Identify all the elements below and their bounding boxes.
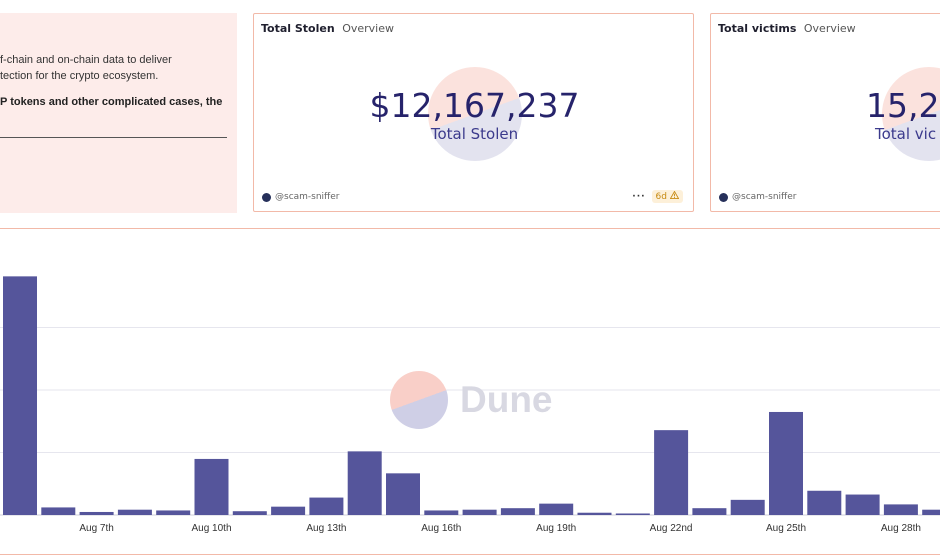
bar-aug-24th[interactable] (730, 499, 765, 515)
dune-logo-blob (428, 67, 522, 161)
card-header: Total Stolen Overview (261, 22, 394, 35)
bar-aug-27th[interactable] (845, 494, 880, 515)
bar-aug-10th[interactable] (194, 458, 229, 515)
bar-aug-8th[interactable] (117, 509, 152, 515)
bar-aug-5th[interactable] (3, 276, 37, 515)
counter-label: Total vic (875, 125, 937, 143)
bar-aug-11th[interactable] (232, 511, 267, 515)
description-line-bold: P tokens and other complicated cases, th… (0, 96, 223, 108)
dune-watermark: Dune (390, 371, 553, 429)
stale-badge[interactable]: 6d (651, 190, 683, 203)
chart-canvas: Aug 7th Aug 10th Aug 13th Aug 16th Aug 19th A… (0, 276, 940, 534)
bar-aug-19th[interactable] (539, 503, 574, 515)
divider (0, 137, 227, 138)
total-stolen-card: Total Stolen Overview $12,167,237 Total … (253, 13, 694, 212)
x-tick-label: Aug 19th (536, 523, 576, 534)
card-actions: ··· 6d (632, 190, 683, 203)
bar-aug-26th[interactable] (807, 490, 842, 515)
x-tick-label: Aug 28th (881, 523, 921, 534)
author-name[interactable]: @scam-sniffer (732, 192, 797, 202)
bar-aug-25th[interactable] (769, 411, 803, 515)
x-tick-label: Aug 7th (79, 523, 113, 534)
bar-aug-15th[interactable] (386, 473, 420, 515)
bar-aug-18th[interactable] (500, 508, 535, 515)
more-icon[interactable]: ··· (632, 191, 646, 202)
bar-aug-17th[interactable] (462, 509, 497, 515)
description-line: tection for the crypto ecosystem. (0, 70, 159, 82)
avatar (262, 192, 271, 202)
card-title: Total victims (718, 22, 797, 35)
bar-aug-7th[interactable] (79, 511, 114, 515)
bar-aug-12th[interactable] (271, 506, 306, 515)
counter-value: $12,167,237 (369, 86, 580, 125)
card-title: Total Stolen (261, 22, 335, 35)
x-tick-label: Aug 22nd (650, 523, 693, 534)
card-header: Total victims Overview (718, 22, 856, 35)
author-name[interactable]: @scam-sniffer (275, 192, 340, 202)
bar-aug-16th[interactable] (424, 510, 459, 515)
counter-label: Total Stolen (430, 125, 519, 143)
bar-aug-13th[interactable] (309, 497, 344, 515)
daily-bar-chart: Aug 7th Aug 10th Aug 13th Aug 16th Aug 19th A… (0, 228, 940, 555)
warning-icon (669, 190, 680, 202)
x-tick-label: Aug 10th (191, 523, 231, 534)
bar-aug-9th[interactable] (156, 510, 191, 515)
bar-aug-22nd[interactable] (654, 430, 689, 515)
bar-aug-21st[interactable] (615, 513, 650, 515)
x-tick-label: Aug 25th (766, 523, 806, 534)
bar-aug-28th[interactable] (883, 504, 918, 515)
bar-aug-14th[interactable] (347, 451, 382, 515)
total-victims-card: Total victims Overview 15,2 Total vic @s… (710, 13, 940, 212)
card-author[interactable]: @scam-sniffer (719, 192, 797, 202)
x-tick-label: Aug 16th (421, 523, 461, 534)
bar-aug-23rd[interactable] (692, 508, 727, 515)
card-tab-overview[interactable]: Overview (803, 22, 856, 35)
description-line: f-chain and on-chain data to deliver (0, 54, 172, 66)
x-tick-label: Aug 13th (306, 523, 346, 534)
bar-aug-29th[interactable] (922, 509, 940, 515)
card-tab-overview[interactable]: Overview (342, 22, 394, 35)
description-panel: f-chain and on-chain data to deliver tec… (0, 13, 237, 213)
watermark-text: Dune (460, 379, 553, 420)
dune-logo-icon (390, 371, 448, 429)
age-text: 6d (655, 191, 667, 202)
counter-value: 15,2 (866, 86, 940, 125)
bar-aug-6th[interactable] (41, 507, 76, 515)
card-author[interactable]: @scam-sniffer (262, 192, 340, 202)
avatar (719, 192, 728, 202)
bar-aug-20th[interactable] (577, 512, 612, 515)
